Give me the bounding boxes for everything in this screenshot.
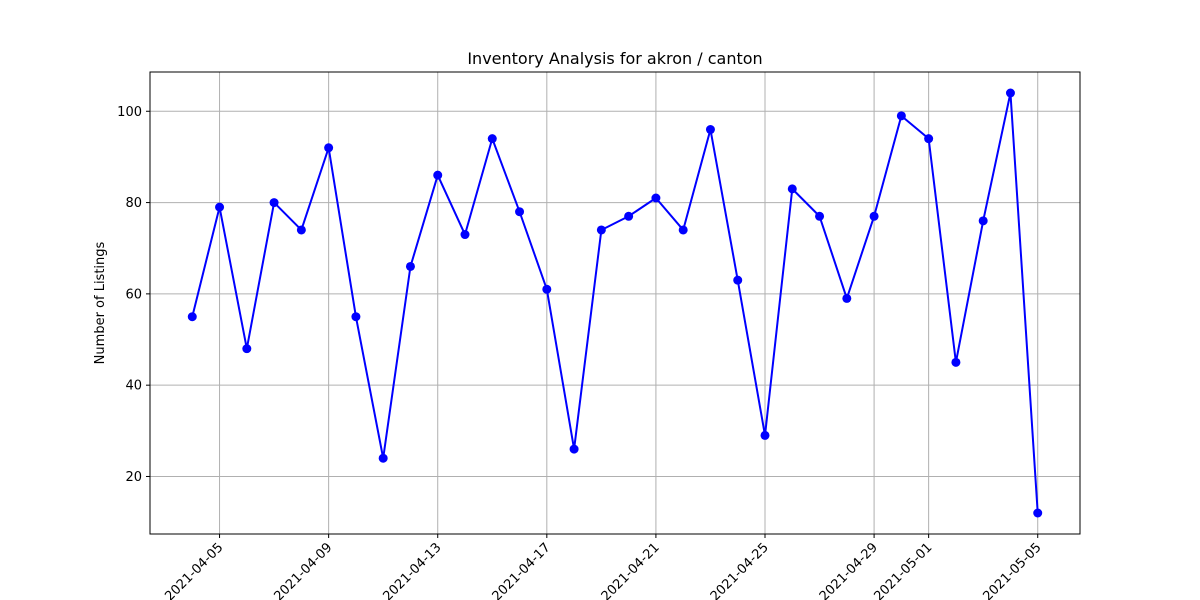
- data-point: [215, 202, 225, 212]
- data-point: [815, 211, 825, 221]
- x-tick-label: 2021-04-09: [271, 540, 335, 600]
- y-tick-label: 20: [125, 470, 142, 485]
- data-point: [405, 261, 415, 271]
- data-point: [978, 216, 988, 226]
- data-point: [269, 198, 279, 208]
- y-tick-label: 80: [125, 196, 142, 211]
- data-point: [242, 344, 252, 354]
- data-point: [460, 230, 470, 240]
- data-point: [296, 225, 306, 235]
- data-point: [924, 134, 934, 144]
- x-tick-label: 2021-05-05: [981, 540, 1045, 600]
- x-tick-label: 2021-04-05: [162, 540, 226, 600]
- y-tick-label: 60: [125, 287, 142, 302]
- y-axis-title: Number of Listings: [93, 241, 108, 364]
- x-tick-label: 2021-04-21: [599, 540, 663, 600]
- data-point: [705, 125, 715, 135]
- data-point: [651, 193, 661, 203]
- x-tick-label: 2021-04-13: [381, 540, 445, 600]
- grid: [150, 72, 1080, 534]
- data-point: [569, 444, 579, 454]
- data-point: [1033, 508, 1043, 518]
- data-point: [624, 211, 634, 221]
- data-point: [433, 170, 443, 180]
- x-axis: 2021-04-05 2021-04-09 2021-04-13 2021-04-17…: [162, 534, 1045, 600]
- data-point: [351, 312, 361, 322]
- data-point: [1005, 88, 1015, 98]
- data-point: [787, 184, 797, 194]
- chart-title: Inventory Analysis for akron / canton: [467, 49, 762, 68]
- data-point: [378, 453, 388, 463]
- y-tick-label: 100: [117, 105, 142, 120]
- series-inventory: [187, 88, 1043, 518]
- x-tick-label: 2021-04-25: [708, 540, 772, 600]
- x-tick-label: 2021-04-29: [817, 540, 881, 600]
- data-point: [842, 293, 852, 303]
- data-point: [760, 430, 770, 440]
- data-point: [596, 225, 606, 235]
- data-point: [678, 225, 688, 235]
- y-axis: 20 40 60 80 100: [117, 105, 150, 485]
- plot-frame: [149, 71, 1081, 535]
- data-point: [733, 275, 743, 285]
- data-point: [515, 207, 525, 217]
- data-point: [869, 211, 879, 221]
- data-point: [951, 357, 961, 367]
- data-point: [187, 312, 197, 322]
- y-tick-label: 40: [125, 379, 142, 394]
- x-tick-label: 2021-04-17: [490, 540, 554, 600]
- data-point: [487, 134, 497, 144]
- x-tick-label: 2021-05-01: [871, 540, 935, 600]
- data-point: [324, 143, 334, 153]
- data-point: [542, 284, 552, 294]
- data-point: [896, 111, 906, 121]
- series-line: [191, 92, 1039, 514]
